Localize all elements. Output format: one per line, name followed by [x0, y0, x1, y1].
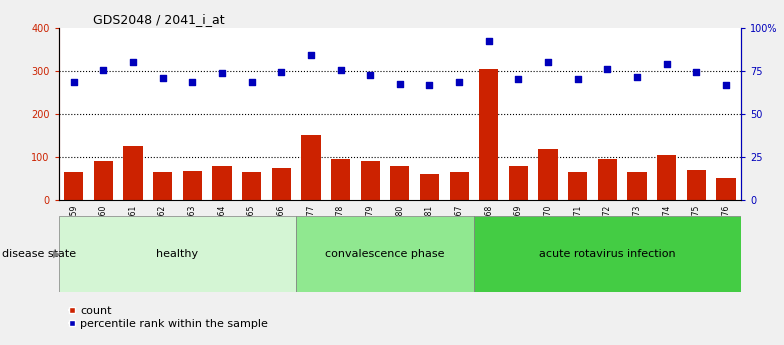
Bar — [271, 168, 291, 200]
Point — [67, 79, 80, 84]
Point — [423, 82, 436, 88]
Point — [660, 61, 673, 67]
Text: GDS2048 / 2041_i_at: GDS2048 / 2041_i_at — [93, 13, 224, 27]
Point — [542, 59, 554, 65]
Point — [601, 66, 614, 71]
Point — [512, 77, 524, 82]
Bar — [123, 146, 143, 200]
Point — [364, 72, 376, 78]
Bar — [479, 69, 499, 200]
Text: acute rotavirus infection: acute rotavirus infection — [539, 249, 676, 258]
Bar — [183, 171, 202, 200]
Bar — [717, 178, 735, 200]
Point — [334, 67, 347, 73]
Point — [275, 69, 288, 75]
Point — [127, 59, 140, 65]
Bar — [242, 172, 261, 200]
Text: ▶: ▶ — [53, 249, 61, 258]
Bar — [153, 172, 172, 200]
Point — [97, 67, 110, 73]
Bar — [390, 167, 409, 200]
Bar — [296, 216, 474, 292]
Legend: count, percentile rank within the sample: count, percentile rank within the sample — [64, 301, 272, 334]
Bar — [597, 159, 617, 200]
Point — [572, 77, 584, 82]
Point — [482, 38, 495, 43]
Text: disease state: disease state — [2, 249, 76, 258]
Point — [156, 75, 169, 80]
Point — [245, 79, 258, 84]
Point — [720, 82, 732, 87]
Bar — [331, 159, 350, 200]
Bar — [59, 216, 296, 292]
Bar — [420, 174, 439, 200]
Bar — [568, 172, 587, 200]
Bar — [509, 167, 528, 200]
Bar — [301, 136, 321, 200]
Bar — [657, 155, 677, 200]
Bar — [449, 172, 469, 200]
Bar — [361, 161, 379, 200]
Bar — [64, 172, 83, 200]
Bar — [212, 167, 231, 200]
Text: healthy: healthy — [156, 249, 198, 258]
Point — [216, 70, 228, 76]
Bar — [687, 170, 706, 200]
Point — [305, 52, 318, 58]
Bar — [539, 149, 557, 200]
Point — [453, 79, 466, 84]
Point — [690, 69, 702, 75]
Bar — [627, 172, 647, 200]
Point — [186, 79, 198, 84]
Bar — [474, 216, 741, 292]
Point — [631, 75, 644, 80]
Point — [394, 81, 406, 87]
Text: convalescence phase: convalescence phase — [325, 249, 445, 258]
Bar — [93, 161, 113, 200]
